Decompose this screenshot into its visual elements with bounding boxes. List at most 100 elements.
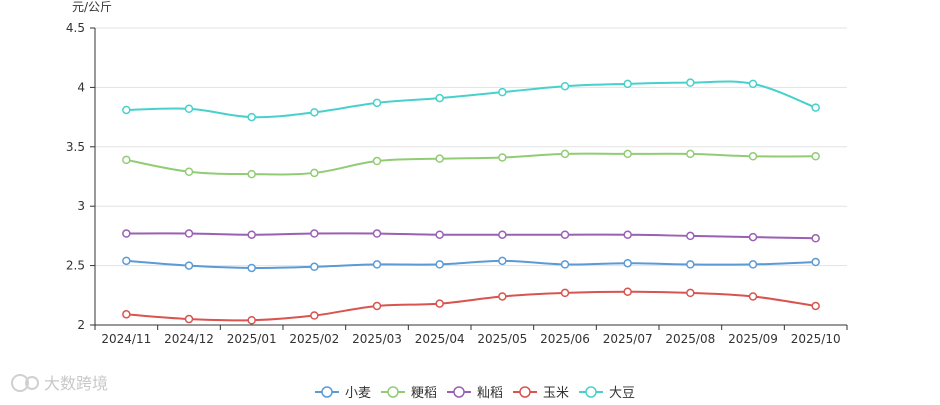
data-point[interactable] xyxy=(184,229,194,238)
watermark: 大数跨境 xyxy=(11,374,108,393)
data-point[interactable] xyxy=(184,104,194,114)
data-point[interactable] xyxy=(811,103,820,112)
series-line xyxy=(126,80,817,119)
data-point[interactable] xyxy=(811,257,820,267)
x-tick-label: 2025/05 xyxy=(477,332,527,346)
data-point[interactable] xyxy=(560,81,570,91)
data-point[interactable] xyxy=(247,230,256,239)
data-point[interactable] xyxy=(686,231,695,241)
series-粳稻 xyxy=(122,149,820,179)
legend-swatch-marker xyxy=(387,386,399,398)
x-tick-label: 2025/08 xyxy=(665,332,715,346)
data-point[interactable] xyxy=(184,261,194,270)
data-point[interactable] xyxy=(811,301,820,311)
data-point[interactable] xyxy=(811,234,820,243)
data-point[interactable] xyxy=(560,149,570,159)
data-point[interactable] xyxy=(623,149,632,159)
data-point[interactable] xyxy=(310,229,319,238)
series-line xyxy=(126,259,816,270)
legend-label: 玉米 xyxy=(543,386,569,401)
data-point[interactable] xyxy=(122,229,131,238)
legend[interactable]: 小麦 粳稻 籼稻 玉米 大豆 xyxy=(315,386,635,401)
watermark-logo-icon xyxy=(11,374,29,392)
legend-item-小麦[interactable]: 小麦 xyxy=(315,386,371,401)
x-tick-label: 2025/06 xyxy=(540,332,590,346)
data-point[interactable] xyxy=(623,79,632,89)
data-point[interactable] xyxy=(122,155,131,165)
data-point[interactable] xyxy=(498,87,507,97)
data-point[interactable] xyxy=(184,167,194,176)
data-point[interactable] xyxy=(748,79,758,89)
data-point[interactable] xyxy=(372,260,382,269)
series-line xyxy=(126,232,816,240)
x-tick-label: 2025/04 xyxy=(415,332,465,346)
data-point[interactable] xyxy=(372,98,382,108)
data-point[interactable] xyxy=(247,112,256,122)
data-point[interactable] xyxy=(435,230,444,239)
data-point[interactable] xyxy=(623,230,632,239)
legend-item-籼稻[interactable]: 籼稻 xyxy=(447,386,503,401)
data-point[interactable] xyxy=(686,260,695,269)
legend-swatch-marker xyxy=(519,386,531,398)
data-point[interactable] xyxy=(310,262,319,272)
data-point[interactable] xyxy=(122,310,131,319)
series-大豆 xyxy=(122,78,820,122)
legend-swatch-marker xyxy=(585,386,597,398)
x-tick-label: 2025/07 xyxy=(603,332,653,346)
data-point[interactable] xyxy=(560,288,570,298)
legend-item-大豆[interactable]: 大豆 xyxy=(579,386,635,401)
data-point[interactable] xyxy=(748,152,758,161)
x-tick-label: 2025/03 xyxy=(352,332,402,346)
y-tick-label: 4 xyxy=(77,80,85,94)
watermark-text: 大数跨境 xyxy=(44,374,108,393)
data-point[interactable] xyxy=(435,260,444,269)
data-point[interactable] xyxy=(184,314,194,324)
legend-label: 籼稻 xyxy=(477,386,503,401)
axes: 2 2.5 3 3.5 4 4.5 2024/11 2024/12 2025/01 2025/02… xyxy=(66,21,848,346)
data-point[interactable] xyxy=(247,263,256,273)
data-point[interactable] xyxy=(811,152,820,161)
series-籼稻 xyxy=(122,229,820,243)
data-point[interactable] xyxy=(372,156,382,166)
y-axis-label: 元/公斤 xyxy=(72,0,112,14)
data-point[interactable] xyxy=(122,256,131,266)
data-point[interactable] xyxy=(247,315,256,325)
legend-item-粳稻[interactable]: 粳稻 xyxy=(381,386,437,401)
legend-swatch-marker xyxy=(321,386,333,398)
y-tick-label: 3 xyxy=(77,199,85,213)
data-point[interactable] xyxy=(435,299,444,308)
data-point[interactable] xyxy=(247,169,256,179)
x-tick-label: 2024/12 xyxy=(164,332,214,346)
legend-label: 粳稻 xyxy=(411,386,437,401)
data-point[interactable] xyxy=(310,108,319,117)
legend-item-玉米[interactable]: 玉米 xyxy=(513,386,569,401)
data-point[interactable] xyxy=(686,149,695,159)
data-point[interactable] xyxy=(435,154,444,163)
x-tick-label: 2025/09 xyxy=(728,332,778,346)
data-point[interactable] xyxy=(310,311,319,320)
data-point[interactable] xyxy=(623,287,632,296)
data-point[interactable] xyxy=(372,229,382,238)
x-tick-label: 2025/02 xyxy=(289,332,339,346)
data-point[interactable] xyxy=(498,292,507,301)
data-point[interactable] xyxy=(748,232,758,242)
data-point[interactable] xyxy=(372,301,382,311)
data-point[interactable] xyxy=(310,168,319,178)
data-point[interactable] xyxy=(623,258,632,268)
data-point[interactable] xyxy=(435,93,444,103)
data-point[interactable] xyxy=(122,105,131,115)
series-玉米 xyxy=(122,287,820,325)
data-point[interactable] xyxy=(560,260,570,269)
y-tick-label: 4.5 xyxy=(66,21,85,35)
data-point[interactable] xyxy=(686,78,695,87)
grid-lines xyxy=(95,27,847,326)
legend-label: 大豆 xyxy=(609,386,635,401)
data-point[interactable] xyxy=(498,230,507,239)
data-point[interactable] xyxy=(686,288,695,298)
data-point[interactable] xyxy=(748,292,758,301)
data-point[interactable] xyxy=(498,256,507,266)
data-point[interactable] xyxy=(498,153,507,162)
data-point[interactable] xyxy=(748,260,758,269)
data-point[interactable] xyxy=(560,230,570,239)
